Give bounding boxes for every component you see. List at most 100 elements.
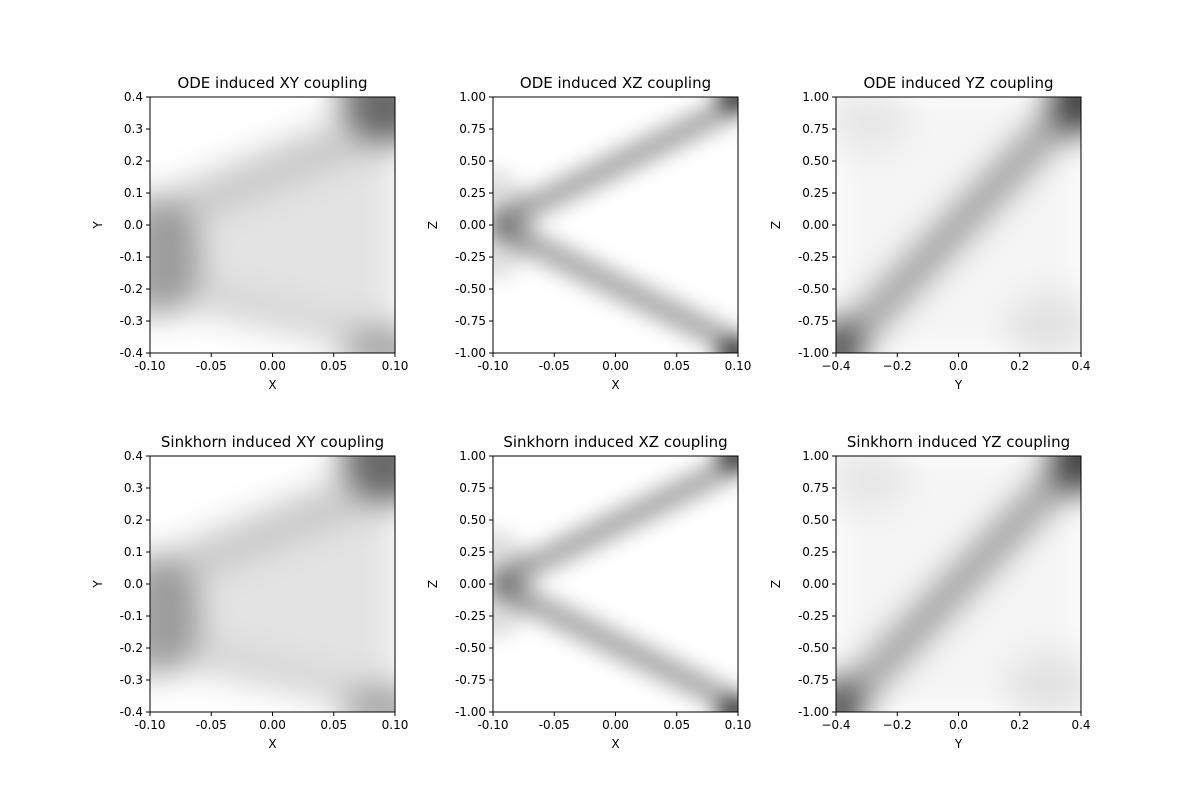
x-tick-label: -0.05 bbox=[196, 359, 227, 373]
x-tick-label: -0.05 bbox=[196, 718, 227, 732]
x-axis-label: X bbox=[611, 378, 619, 392]
y-axis-label: Z bbox=[769, 221, 783, 229]
y-tick-label: 0.00 bbox=[802, 577, 829, 591]
chart-title: ODE induced XY coupling bbox=[177, 74, 367, 92]
y-tick-label: -1.00 bbox=[798, 705, 829, 719]
x-tick-label: 0.0 bbox=[949, 359, 968, 373]
density-peak bbox=[716, 97, 738, 111]
y-tick-label: -0.25 bbox=[798, 250, 829, 264]
density-layer bbox=[150, 456, 395, 712]
y-tick-label: -0.75 bbox=[798, 673, 829, 687]
y-tick-label: 1.00 bbox=[459, 449, 486, 463]
y-axis-label: Y bbox=[91, 221, 105, 230]
density-blob bbox=[836, 97, 911, 153]
density-band bbox=[186, 635, 395, 712]
x-tick-label: −0.2 bbox=[883, 359, 912, 373]
subplot-1: ODE induced XY coupling -0.10 -0.05 0.00 0.0… bbox=[91, 74, 408, 392]
y-axis-label: Z bbox=[426, 580, 440, 588]
density-peak bbox=[716, 698, 738, 712]
y-tick-label: 0.25 bbox=[802, 186, 829, 200]
y-tick-label: -0.4 bbox=[120, 346, 143, 360]
heatmap bbox=[836, 97, 1081, 353]
density-band bbox=[493, 456, 738, 596]
y-tick-label: 0.25 bbox=[459, 545, 486, 559]
density-layer bbox=[493, 97, 738, 353]
density-layer bbox=[836, 456, 1081, 712]
density-band bbox=[836, 456, 1081, 712]
y-tick-label: 0.3 bbox=[124, 481, 143, 495]
y-tick-label: 0.1 bbox=[124, 186, 143, 200]
x-tick-label: 0.00 bbox=[602, 359, 629, 373]
y-tick-label: -0.1 bbox=[120, 609, 143, 623]
y-tick-label: -0.2 bbox=[120, 641, 143, 655]
y-tick-label: -0.25 bbox=[455, 609, 486, 623]
subplot-2: ODE induced XZ coupling -0.10 -0.05 0.00 0.0… bbox=[426, 74, 752, 392]
x-tick-label: -0.05 bbox=[539, 359, 570, 373]
y-tick-label: 0.75 bbox=[802, 122, 829, 136]
x-tick-label: 0.4 bbox=[1071, 359, 1090, 373]
chart-title: Sinkhorn induced YZ coupling bbox=[847, 433, 1070, 451]
x-tick-label: 0.0 bbox=[949, 718, 968, 732]
x-tick-label: 0.10 bbox=[382, 718, 409, 732]
y-tick-label: 0.2 bbox=[124, 154, 143, 168]
heatmap bbox=[150, 97, 395, 353]
x-tick-label: 0.05 bbox=[663, 359, 690, 373]
x-tick-label: -0.10 bbox=[134, 718, 165, 732]
y-tick-label: -0.4 bbox=[120, 705, 143, 719]
density-peak bbox=[836, 319, 862, 353]
y-tick-label: -0.75 bbox=[455, 673, 486, 687]
density-band bbox=[493, 97, 738, 237]
density-layer bbox=[493, 456, 738, 712]
y-tick-label: -0.2 bbox=[120, 282, 143, 296]
y-tick-label: -0.3 bbox=[120, 314, 143, 328]
y-tick-label: -0.3 bbox=[120, 673, 143, 687]
heatmap bbox=[493, 97, 738, 353]
x-tick-label: 0.05 bbox=[320, 359, 347, 373]
density-blob bbox=[1006, 292, 1081, 353]
x-tick-label: 0.10 bbox=[725, 718, 752, 732]
subplot-6: Sinkhorn induced YZ coupling−0.4 −0.2 0.0 0… bbox=[769, 433, 1091, 751]
density-band bbox=[174, 102, 395, 231]
x-tick-label: -0.10 bbox=[477, 718, 508, 732]
x-axis-label: X bbox=[268, 737, 276, 751]
y-tick-label: -1.00 bbox=[455, 346, 486, 360]
chart-title: Sinkhorn induced XZ coupling bbox=[503, 433, 727, 451]
density-peak bbox=[836, 678, 862, 712]
subplot-3: ODE induced YZ coupling −0.4 −0.2 0.0 0.2 0.4… bbox=[769, 74, 1091, 392]
y-tick-label: -0.50 bbox=[798, 641, 829, 655]
y-axis-label: Y bbox=[91, 580, 105, 589]
x-tick-label: −0.2 bbox=[883, 718, 912, 732]
y-tick-label: 0.2 bbox=[124, 513, 143, 527]
x-tick-label: 0.10 bbox=[725, 359, 752, 373]
density-layer bbox=[836, 97, 1081, 353]
density-band bbox=[186, 276, 395, 353]
x-axis-label: Y bbox=[954, 378, 963, 392]
heatmap-background bbox=[493, 456, 738, 712]
x-tick-label: 0.2 bbox=[1010, 359, 1029, 373]
x-tick-label: -0.05 bbox=[539, 718, 570, 732]
chart-title: Sinkhorn induced XY coupling bbox=[161, 433, 384, 451]
y-axis-label: Z bbox=[769, 580, 783, 588]
density-peak bbox=[493, 170, 533, 280]
y-tick-label: 1.00 bbox=[459, 90, 486, 104]
y-tick-label: 0.75 bbox=[802, 481, 829, 495]
y-tick-label: 0.00 bbox=[802, 218, 829, 232]
y-tick-label: -0.50 bbox=[455, 641, 486, 655]
x-axis-label: X bbox=[268, 378, 276, 392]
y-tick-label: 0.50 bbox=[459, 513, 486, 527]
density-band bbox=[493, 572, 738, 712]
subplot-4: Sinkhorn induced XY coupling -0.10 -0.05 0.… bbox=[91, 433, 409, 751]
y-tick-label: 1.00 bbox=[802, 449, 829, 463]
y-tick-label: 0.75 bbox=[459, 481, 486, 495]
x-tick-label: 0.00 bbox=[259, 718, 286, 732]
density-blob bbox=[836, 456, 911, 512]
y-tick-label: -0.75 bbox=[455, 314, 486, 328]
y-tick-label: 0.4 bbox=[124, 449, 143, 463]
y-tick-label: 0.50 bbox=[459, 154, 486, 168]
x-tick-label: 0.05 bbox=[663, 718, 690, 732]
density-peak bbox=[493, 529, 533, 639]
x-tick-label: -0.10 bbox=[477, 359, 508, 373]
density-peak bbox=[1051, 456, 1081, 494]
y-tick-label: 0.50 bbox=[802, 154, 829, 168]
density-band bbox=[174, 461, 395, 590]
